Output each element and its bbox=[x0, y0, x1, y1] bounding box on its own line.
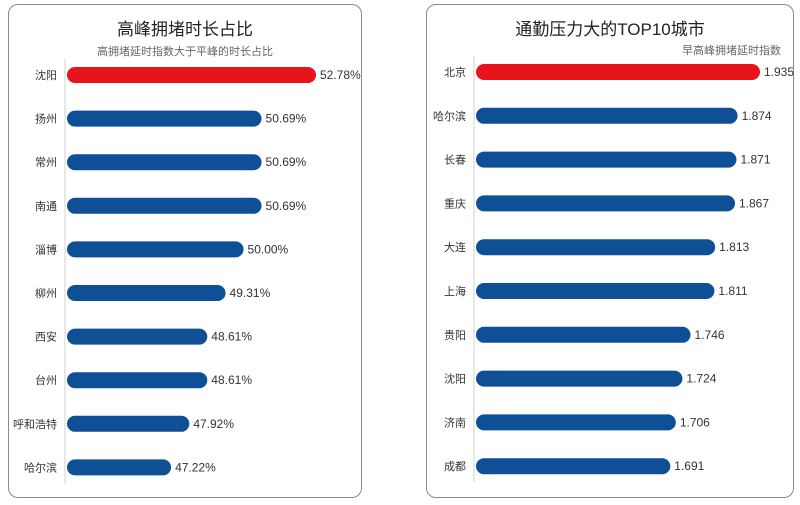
bar bbox=[67, 241, 244, 258]
chart-panel-congestion-share: 高峰拥堵时长占比 高拥堵延时指数大于平峰的时长占比 沈阳 52.78% 扬州 50.6… bbox=[8, 4, 362, 498]
bar bbox=[476, 326, 691, 343]
chart-subtitle: 高拥堵延时指数大于平峰的时长占比 bbox=[97, 46, 273, 58]
value-label: 1.867 bbox=[739, 196, 769, 210]
chart-panel-commute-pressure: 通勤压力大的TOP10城市 早高峰拥堵延时指数 北京 1.935 哈尔滨 1.874 长… bbox=[426, 4, 794, 498]
bar bbox=[67, 154, 262, 171]
bar bbox=[67, 459, 172, 476]
category-label: 沈阳 bbox=[35, 68, 57, 82]
category-label: 济南 bbox=[444, 415, 466, 429]
value-label: 52.78% bbox=[320, 68, 361, 82]
category-label: 呼和浩特 bbox=[13, 417, 57, 431]
bar bbox=[67, 285, 226, 301]
chart-title: 通勤压力大的TOP10城市 bbox=[515, 20, 705, 39]
value-label: 1.874 bbox=[742, 109, 772, 123]
bar bbox=[476, 283, 715, 299]
category-label: 重庆 bbox=[444, 196, 466, 210]
category-label: 贵阳 bbox=[444, 329, 466, 342]
category-label: 扬州 bbox=[35, 112, 57, 126]
category-label: 哈尔滨 bbox=[24, 460, 57, 474]
category-label: 西安 bbox=[35, 330, 57, 344]
value-label: 1.811 bbox=[718, 284, 747, 298]
value-label: 47.22% bbox=[175, 460, 216, 474]
category-label: 柳州 bbox=[35, 286, 57, 300]
category-label: 成都 bbox=[444, 460, 466, 473]
value-label: 50.69% bbox=[266, 199, 307, 213]
chart-subtitle: 早高峰拥堵延时指数 bbox=[682, 45, 781, 57]
category-label: 台州 bbox=[35, 373, 57, 387]
bar bbox=[67, 110, 262, 127]
value-label: 1.706 bbox=[680, 415, 710, 429]
category-label: 常州 bbox=[35, 156, 57, 169]
value-label: 50.69% bbox=[266, 155, 307, 169]
value-label: 49.31% bbox=[230, 286, 271, 300]
bar-chart-commute-pressure: 北京 1.935 哈尔滨 1.874 长春 1.871 重庆 1.867 大连 1.813 上海 1.… bbox=[433, 56, 794, 483]
category-label: 淄博 bbox=[35, 243, 57, 256]
value-label: 1.871 bbox=[740, 153, 770, 167]
bar bbox=[476, 64, 760, 80]
value-label: 48.61% bbox=[211, 373, 252, 387]
chart-title: 高峰拥堵时长占比 bbox=[117, 20, 253, 39]
value-label: 1.724 bbox=[686, 372, 716, 386]
bar bbox=[476, 195, 736, 212]
value-label: 50.00% bbox=[248, 242, 289, 256]
value-label: 50.69% bbox=[266, 112, 307, 126]
category-label: 南通 bbox=[35, 200, 57, 213]
bar bbox=[67, 67, 316, 83]
bar bbox=[67, 415, 190, 432]
category-label: 哈尔滨 bbox=[433, 109, 466, 123]
category-label: 大连 bbox=[444, 240, 466, 254]
value-label: 1.935 bbox=[764, 65, 794, 79]
bar-chart-congestion-share: 沈阳 52.78% 扬州 50.69% 常州 50.69% 南通 50.69% 淄博 50.00%… bbox=[13, 59, 361, 484]
bar bbox=[476, 458, 671, 475]
category-label: 北京 bbox=[444, 65, 466, 79]
bar bbox=[476, 239, 716, 256]
value-label: 1.746 bbox=[695, 328, 725, 342]
value-label: 1.813 bbox=[719, 240, 749, 254]
value-label: 48.61% bbox=[211, 330, 252, 344]
category-label: 沈阳 bbox=[444, 372, 466, 386]
category-label: 长春 bbox=[444, 154, 466, 167]
bar bbox=[67, 197, 262, 214]
category-label: 上海 bbox=[444, 284, 466, 298]
bar bbox=[476, 370, 683, 387]
bar bbox=[67, 372, 208, 389]
bar bbox=[476, 151, 737, 168]
bar bbox=[476, 107, 738, 124]
bar bbox=[476, 414, 676, 431]
bar bbox=[67, 328, 208, 345]
value-label: 47.92% bbox=[193, 417, 234, 431]
value-label: 1.691 bbox=[674, 459, 704, 473]
